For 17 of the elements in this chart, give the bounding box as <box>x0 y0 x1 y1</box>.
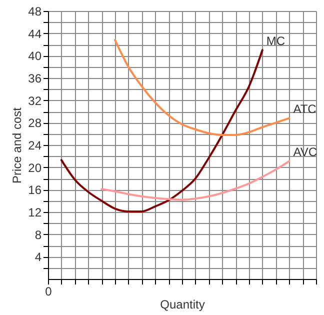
line-series <box>60 49 264 212</box>
y-tick-label: 28 <box>28 116 42 130</box>
x-tick-label: 0 <box>45 284 52 298</box>
y-tick-label: 48 <box>28 4 42 18</box>
line-series <box>100 160 290 201</box>
y-axis-title: Price and cost <box>10 106 24 184</box>
x-axis-title: Quantity <box>160 298 205 312</box>
y-tick-label: 12 <box>28 206 42 220</box>
y-tick-label: 20 <box>28 160 42 175</box>
y-tick-label: 24 <box>28 138 42 152</box>
y-tick-label: 8 <box>34 228 42 242</box>
y-tick-label: 16 <box>28 183 42 198</box>
y-tick-label: 44 <box>28 26 42 41</box>
y-tick-label: 32 <box>28 94 42 108</box>
y-tick-label: 36 <box>28 72 42 86</box>
y-tick-label: 40 <box>28 49 42 64</box>
y-tick-label: 4 <box>34 250 42 264</box>
